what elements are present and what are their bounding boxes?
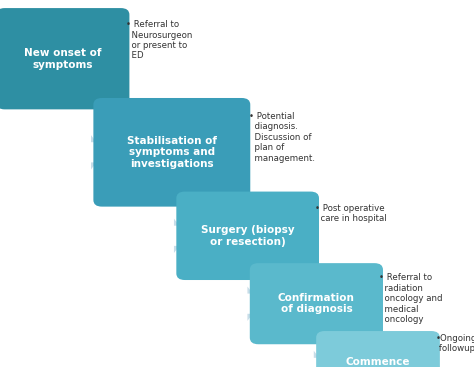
Text: New onset of
symptoms: New onset of symptoms <box>24 48 101 69</box>
FancyBboxPatch shape <box>93 98 250 207</box>
Text: Commence
radio/chemo: Commence radio/chemo <box>341 357 415 367</box>
Text: •Ongoing
 followup: •Ongoing followup <box>436 334 474 353</box>
Text: • Referral to
  Neurosurgeon
  or present to
  ED: • Referral to Neurosurgeon or present to… <box>126 20 192 61</box>
Text: • Post operative
  care in hospital: • Post operative care in hospital <box>315 204 387 223</box>
FancyBboxPatch shape <box>250 263 383 344</box>
Text: Surgery (biopsy
or resection): Surgery (biopsy or resection) <box>201 225 294 247</box>
FancyArrow shape <box>319 338 346 367</box>
FancyBboxPatch shape <box>176 192 319 280</box>
FancyArrow shape <box>97 103 123 152</box>
FancyArrow shape <box>91 135 104 170</box>
Text: • Referral to
  radiation
  oncology and
  medical
  oncology: • Referral to radiation oncology and med… <box>379 273 443 324</box>
FancyArrow shape <box>174 219 187 253</box>
FancyBboxPatch shape <box>316 331 440 367</box>
FancyArrow shape <box>314 351 327 367</box>
FancyArrow shape <box>180 200 206 236</box>
Text: • Potential
  diagnosis.
  Discussion of
  plan of
  management.: • Potential diagnosis. Discussion of pla… <box>249 112 315 163</box>
FancyArrow shape <box>253 273 279 304</box>
FancyBboxPatch shape <box>0 8 129 109</box>
Text: Stabilisation of
symptoms and
investigations: Stabilisation of symptoms and investigat… <box>127 136 217 169</box>
FancyArrow shape <box>247 287 261 321</box>
Text: Confirmation
of diagnosis: Confirmation of diagnosis <box>278 293 355 315</box>
